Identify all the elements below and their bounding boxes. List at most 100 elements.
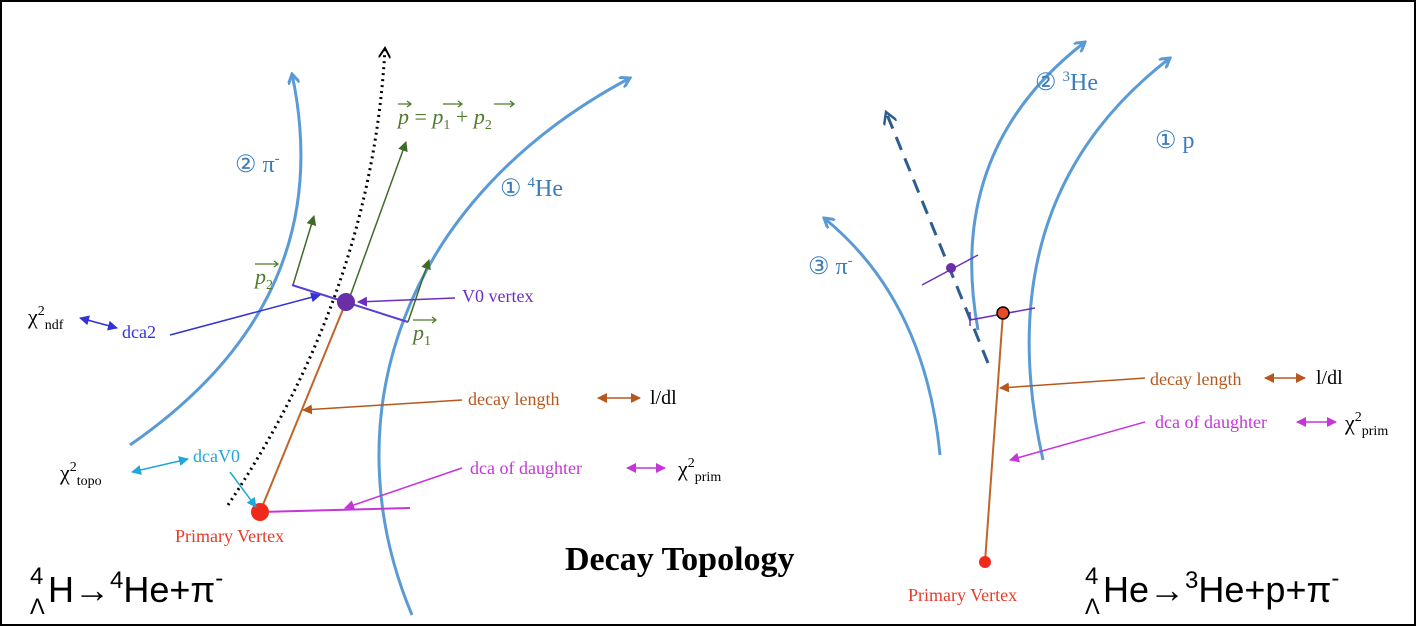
helium3-track bbox=[970, 42, 1085, 331]
vector-label: p2 bbox=[253, 264, 273, 293]
momentum-arrow bbox=[292, 215, 317, 286]
title: Decay Topology bbox=[565, 541, 795, 578]
pointer bbox=[1009, 421, 1146, 463]
pointer bbox=[229, 471, 257, 508]
lambda-subscript: Λ bbox=[30, 594, 45, 619]
subscript: 2 bbox=[266, 278, 273, 293]
particle: He bbox=[1070, 70, 1098, 96]
charge: - bbox=[215, 565, 223, 592]
pointer bbox=[169, 292, 321, 336]
superscript: 2 bbox=[70, 460, 77, 475]
annotation: dca of daughter bbox=[1155, 412, 1267, 432]
subscript: 1 bbox=[424, 334, 431, 349]
particle: π bbox=[836, 254, 848, 280]
annotation: χ2prim bbox=[1344, 410, 1388, 439]
symbol: p bbox=[396, 104, 409, 129]
track-number: ② bbox=[235, 152, 257, 178]
pointer bbox=[999, 377, 1146, 393]
particle: p bbox=[1183, 128, 1195, 154]
primary-vertex bbox=[979, 556, 991, 568]
mass-number: 4 bbox=[30, 563, 43, 590]
charge: - bbox=[275, 151, 280, 167]
products: He+p+π bbox=[1198, 569, 1331, 610]
track-label: ① 4He bbox=[500, 175, 563, 202]
v0-vertex bbox=[337, 293, 355, 311]
superscript: 2 bbox=[1355, 410, 1362, 425]
mass-number: 3 bbox=[1185, 567, 1198, 594]
pointer bbox=[344, 467, 463, 510]
annotation: dca2 bbox=[122, 322, 156, 342]
annotation: Primary Vertex bbox=[175, 526, 284, 546]
annotation: χ2prim bbox=[677, 456, 721, 485]
operator: = bbox=[415, 104, 427, 129]
superscript: 2 bbox=[38, 304, 45, 319]
lambda-subscript: Λ bbox=[1085, 594, 1100, 619]
subscript: ndf bbox=[45, 318, 64, 333]
momentum-arrow bbox=[347, 141, 408, 303]
operator: + bbox=[456, 104, 468, 129]
reaction: H→4He+π- bbox=[48, 565, 223, 610]
pion-track bbox=[824, 218, 942, 456]
decay-length-line bbox=[984, 312, 1004, 563]
pion-track bbox=[129, 74, 303, 447]
momentum-formula: p = p1 + p2 p2 p1 bbox=[253, 104, 492, 349]
pointer bbox=[302, 399, 463, 415]
particle: He bbox=[535, 176, 563, 202]
vector-label: p1 bbox=[411, 320, 431, 349]
annotation: χ2ndf bbox=[27, 304, 64, 333]
annotation: l/dl bbox=[650, 387, 677, 409]
track-number: ① bbox=[1155, 128, 1177, 154]
mass-number: 4 bbox=[110, 567, 123, 594]
annotation: dcaV0 bbox=[193, 446, 240, 466]
superscript: 2 bbox=[688, 456, 695, 471]
symbol: p bbox=[430, 104, 443, 129]
mass-number: 4 bbox=[1085, 563, 1098, 590]
pointer bbox=[357, 296, 456, 307]
dca-daughter-line bbox=[259, 507, 411, 513]
annotation: V0 vertex bbox=[462, 286, 533, 306]
annotation: decay length bbox=[468, 389, 559, 409]
proton-track bbox=[1027, 58, 1170, 461]
annotation: χ2topo bbox=[59, 460, 102, 489]
symbol: p bbox=[411, 320, 424, 345]
symbol: χ bbox=[59, 460, 70, 485]
subscript: 1 bbox=[443, 118, 450, 133]
symbol: χ bbox=[27, 304, 38, 329]
particle: π bbox=[263, 152, 275, 178]
decay-vertex bbox=[996, 306, 1010, 320]
symbol: χ bbox=[677, 456, 688, 481]
charge: - bbox=[1331, 565, 1339, 592]
track-label: ② π- bbox=[235, 151, 280, 178]
subscript: prim bbox=[695, 470, 722, 485]
helium-track bbox=[377, 78, 630, 616]
subscript: prim bbox=[1362, 424, 1389, 439]
double-arrow bbox=[131, 456, 189, 475]
symbol: p bbox=[253, 264, 266, 289]
reaction: He→3He+p+π- bbox=[1103, 565, 1339, 610]
double-arrow bbox=[79, 315, 118, 331]
symbol: p bbox=[472, 104, 485, 129]
subscript: topo bbox=[77, 474, 102, 489]
annotation: dca of daughter bbox=[470, 458, 582, 478]
vector-arrows bbox=[255, 100, 516, 324]
track-number: ② bbox=[1035, 70, 1057, 96]
track-label: ② 3He bbox=[1035, 69, 1098, 96]
formula: p = p1 + p2 bbox=[396, 104, 492, 133]
mass-number: 3 bbox=[1063, 69, 1071, 85]
annotation: decay length bbox=[1150, 369, 1241, 389]
primary-vertex bbox=[251, 503, 269, 521]
track-label: ③ π- bbox=[808, 253, 853, 280]
symbol: χ bbox=[1344, 410, 1355, 435]
mass-number: 4 bbox=[528, 175, 536, 191]
parent: H→ bbox=[48, 569, 110, 610]
annotation: Primary Vertex bbox=[908, 585, 1017, 605]
subscript: 2 bbox=[485, 118, 492, 133]
parent: He→ bbox=[1103, 569, 1185, 610]
products: He+π bbox=[123, 569, 215, 610]
charge: - bbox=[848, 253, 853, 269]
annotation: l/dl bbox=[1316, 367, 1343, 389]
track-number: ③ bbox=[808, 254, 830, 280]
